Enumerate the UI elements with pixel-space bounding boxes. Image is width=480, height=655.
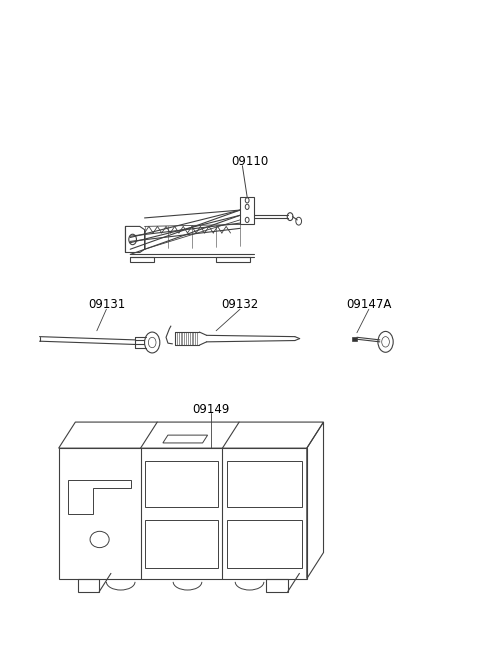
Text: 09147A: 09147A xyxy=(346,298,392,311)
Text: 09149: 09149 xyxy=(192,403,230,415)
Text: 09110: 09110 xyxy=(231,155,268,168)
Polygon shape xyxy=(352,337,357,341)
Text: 09131: 09131 xyxy=(88,298,125,311)
Text: 09132: 09132 xyxy=(221,298,259,311)
